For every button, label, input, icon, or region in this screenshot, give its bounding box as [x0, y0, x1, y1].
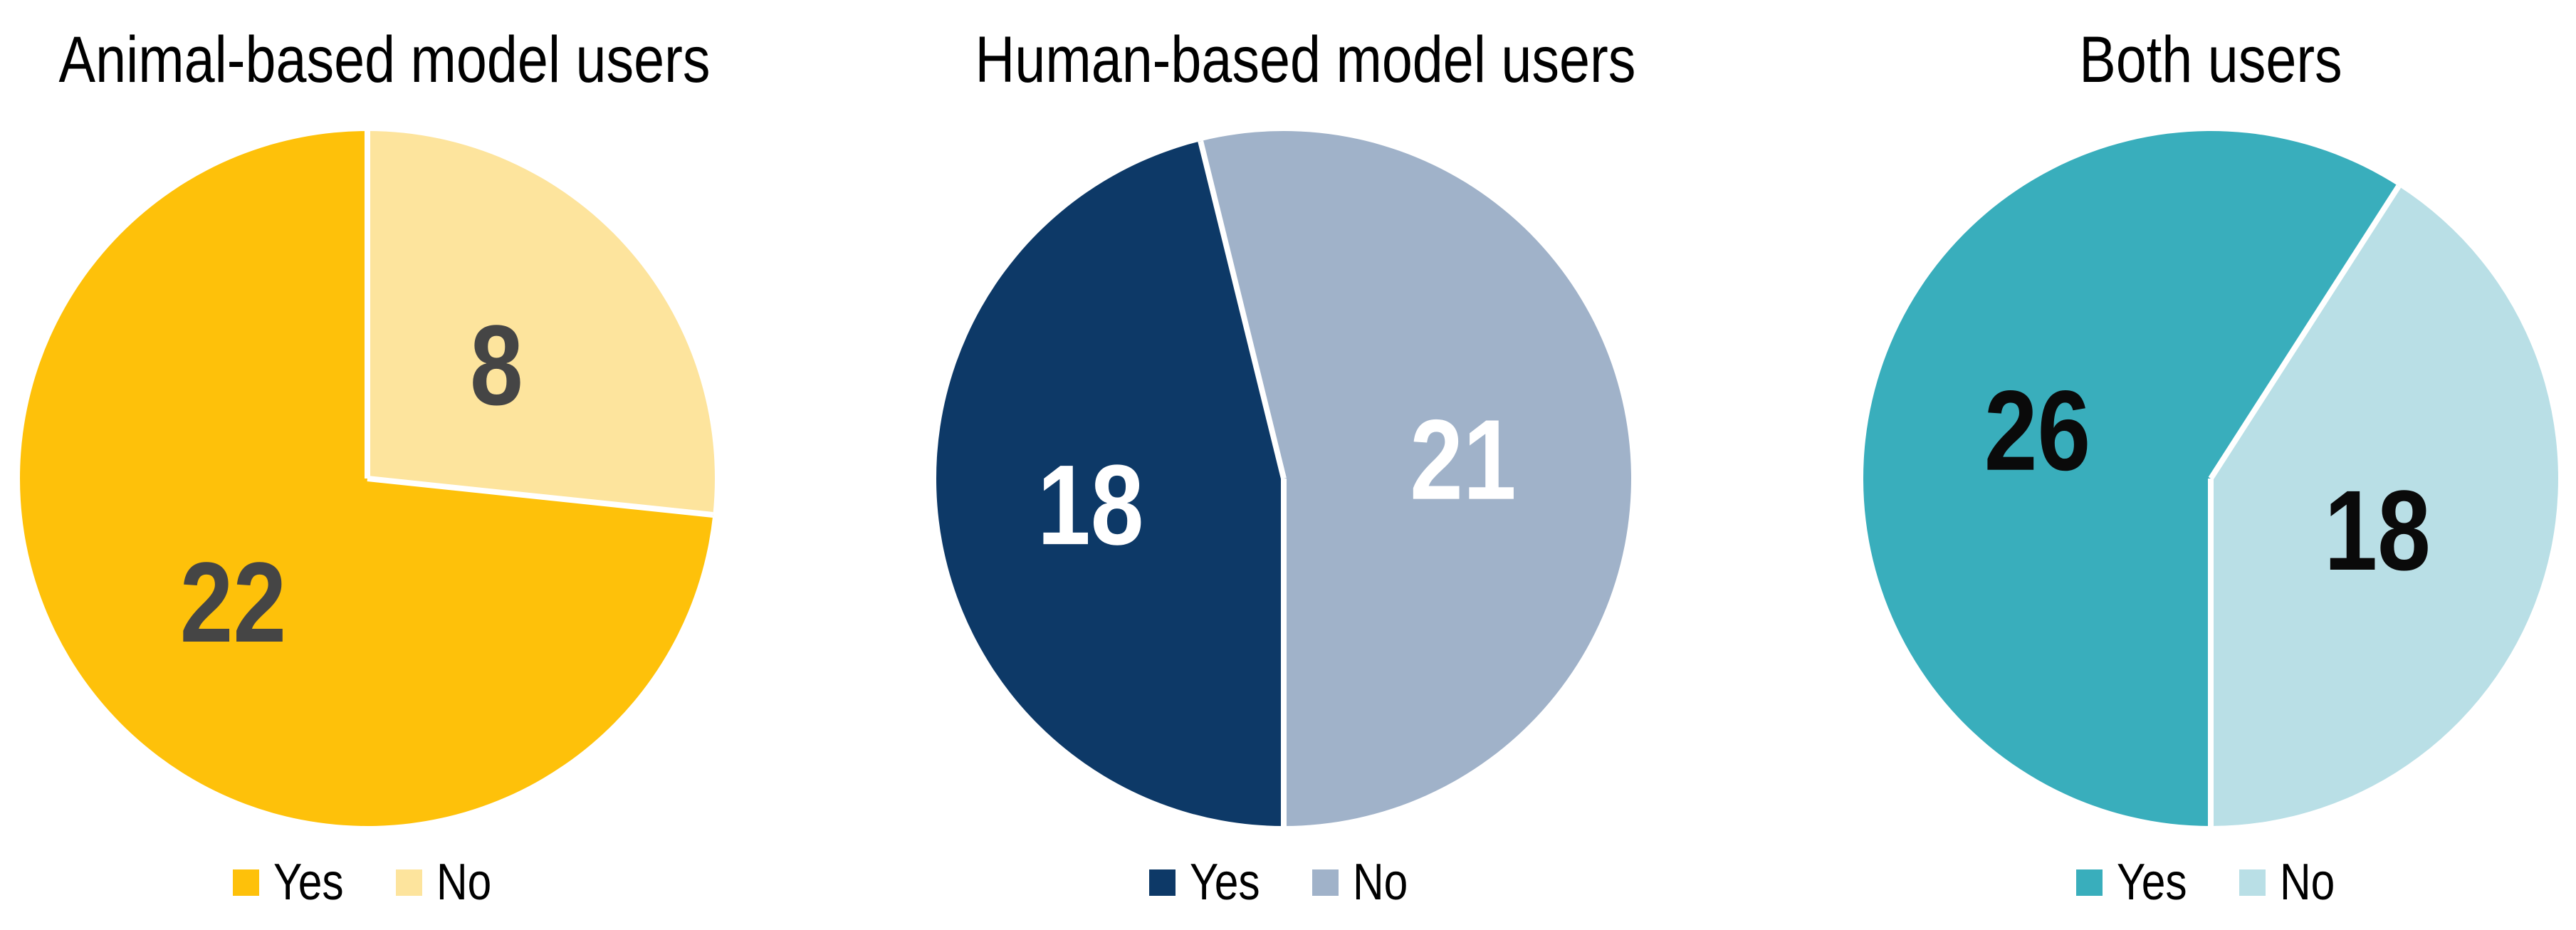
legend-label-yes: Yes [273, 854, 344, 911]
legend-swatch-no-icon [396, 869, 423, 896]
pie-svg-animal: 8 22 [19, 131, 715, 826]
pie-chart-section-both: Both users 18 26 Yes No [1843, 0, 2576, 930]
legend-item-yes: Yes [232, 854, 357, 911]
legend-item-no: No [396, 857, 502, 908]
legend-item-yes: Yes [1148, 854, 1273, 911]
legend-swatch-yes-icon [2075, 869, 2103, 896]
slice-value-label-no: 8 [470, 302, 523, 429]
legend-label-yes: Yes [1189, 854, 1260, 911]
pie-animal: 8 22 [19, 130, 716, 827]
legend-swatch-yes-icon [232, 869, 259, 896]
legend-label-no: No [436, 854, 492, 911]
legend-label-yes: Yes [2116, 854, 2187, 911]
legend-animal: Yes No [0, 857, 735, 908]
slice-separator [2208, 184, 2402, 481]
legend-swatch-no-icon [1312, 869, 1339, 896]
legend-human: Yes No [916, 857, 1651, 908]
slice-separator [367, 476, 713, 518]
pie-slice-yes [1863, 130, 2399, 827]
slice-value-label-no: 18 [2324, 467, 2430, 595]
legend-item-yes: Yes [2075, 854, 2200, 911]
legend-swatch-yes-icon [1148, 869, 1176, 896]
pie-slice-yes [936, 141, 1284, 826]
legend-label-no: No [1353, 854, 1408, 911]
slice-value-label-yes: 22 [180, 539, 286, 667]
legend-label-no: No [2280, 854, 2335, 911]
pie-human: 21 18 [935, 130, 1633, 827]
pie-chart-section-human: Human-based model users 21 18 Yes No [916, 0, 1651, 930]
pie-both: 18 26 [1862, 130, 2560, 827]
pie-slice-no [367, 131, 715, 516]
legend-swatch-no-icon [2239, 869, 2266, 896]
slice-value-label-no: 21 [1410, 397, 1516, 524]
chart-title: Animal-based model users [58, 23, 711, 96]
pie-slice-no [1200, 130, 1632, 826]
legend-both: Yes No [1843, 857, 2576, 908]
chart-title: Both users [2079, 23, 2342, 96]
slice-value-label-yes: 26 [1984, 367, 2090, 495]
slice-value-label-yes: 18 [1037, 442, 1143, 569]
pie-svg-human: 21 18 [936, 130, 1632, 826]
slice-separator [1198, 140, 1287, 479]
legend-item-no: No [1312, 857, 1418, 908]
legend-item-no: No [2239, 857, 2345, 908]
chart-title: Human-based model users [975, 23, 1636, 96]
pie-chart-section-animal: Animal-based model users 8 22 Yes No [0, 0, 735, 930]
